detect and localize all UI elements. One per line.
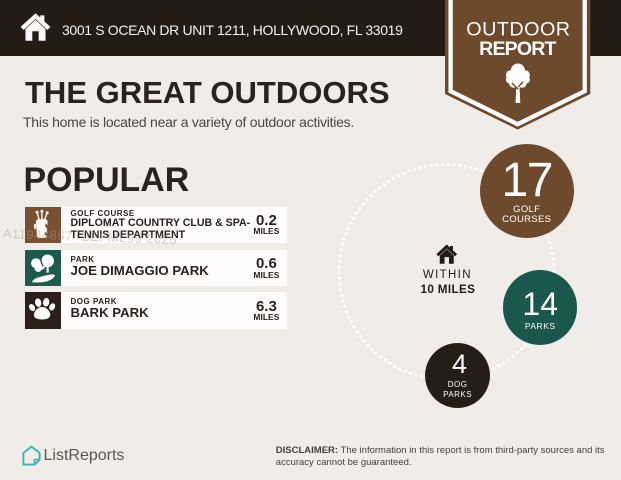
svg-text:OUTDOOR: OUTDOOR [467, 19, 571, 41]
svg-text:REPORT: REPORT [479, 38, 556, 60]
